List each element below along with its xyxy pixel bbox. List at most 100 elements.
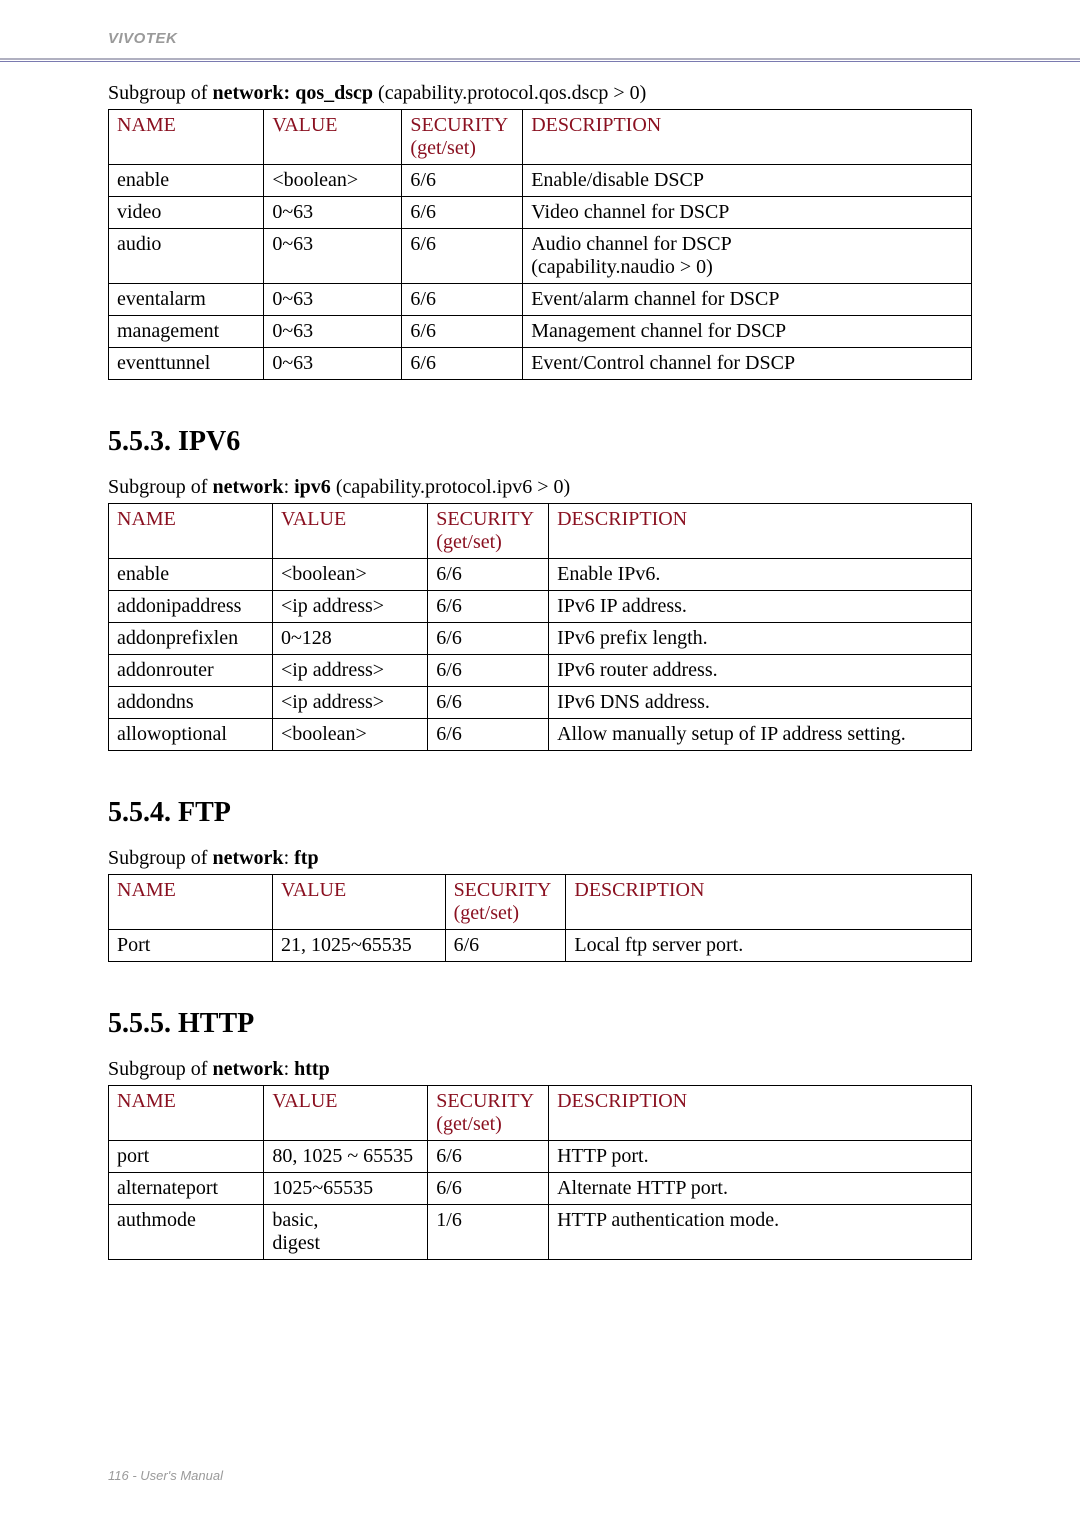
text-bold: network <box>212 476 283 498</box>
page-content: Subgroup of network: qos_dscp (capabilit… <box>0 64 1080 1260</box>
cell-value: <boolean> <box>272 559 427 591</box>
text: SECURITY <box>436 1090 534 1112</box>
cell-description: IPv6 DNS address. <box>549 687 972 719</box>
cell-value: 1025~65535 <box>264 1173 428 1205</box>
cell-value-line2: digest <box>272 1232 419 1255</box>
cell-name: enable <box>109 559 273 591</box>
cell-value: 0~128 <box>272 623 427 655</box>
cell-value: <ip address> <box>272 687 427 719</box>
header-divider <box>0 58 1080 64</box>
cell-name: Port <box>109 930 273 962</box>
cell-name: eventtunnel <box>109 348 264 380</box>
cell-security: 6/6 <box>428 623 549 655</box>
text: : <box>284 476 295 498</box>
table-row: port80, 1025 ~ 655356/6HTTP port. <box>109 1141 972 1173</box>
text-bold: network <box>212 847 283 869</box>
table-row: allowoptional<boolean>6/6Allow manually … <box>109 719 972 751</box>
cell-value: <boolean> <box>264 165 402 197</box>
col-security: SECURITY (get/set) <box>402 110 523 165</box>
cell-security: 6/6 <box>428 687 549 719</box>
cell-description: HTTP port. <box>549 1141 972 1173</box>
cell-value: 21, 1025~65535 <box>272 930 445 962</box>
text: Subgroup of <box>108 1058 212 1080</box>
col-description: DESCRIPTION <box>523 110 972 165</box>
cell-name: alternateport <box>109 1173 264 1205</box>
col-security: SECURITY (get/set) <box>445 875 566 930</box>
col-name: NAME <box>109 1086 264 1141</box>
table-row: Port21, 1025~655356/6Local ftp server po… <box>109 930 972 962</box>
ipv6-subgroup-caption: Subgroup of network: ipv6 (capability.pr… <box>108 476 972 499</box>
cell-value: 0~63 <box>264 197 402 229</box>
ipv6-heading: 5.5.3. IPV6 <box>108 426 972 458</box>
text: Subgroup of <box>108 476 212 498</box>
cell-name: allowoptional <box>109 719 273 751</box>
col-security: SECURITY (get/set) <box>428 504 549 559</box>
cell-name: authmode <box>109 1205 264 1260</box>
cell-value: 0~63 <box>264 229 402 284</box>
table-header-row: NAME VALUE SECURITY (get/set) DESCRIPTIO… <box>109 875 972 930</box>
text-sub: (get/set) <box>436 1113 540 1136</box>
table-row: addonipaddress<ip address>6/6IPv6 IP add… <box>109 591 972 623</box>
ftp-heading: 5.5.4. FTP <box>108 797 972 829</box>
table-row: video0~636/6Video channel for DSCP <box>109 197 972 229</box>
cell-name: eventalarm <box>109 284 264 316</box>
text: Subgroup of <box>108 847 212 869</box>
cell-security: 6/6 <box>428 1141 549 1173</box>
page-footer: 116 - User's Manual <box>0 1468 1080 1483</box>
footer-text: 116 - User's Manual <box>108 1468 223 1483</box>
text: : <box>284 847 295 869</box>
cell-description: Management channel for DSCP <box>523 316 972 348</box>
col-name: NAME <box>109 504 273 559</box>
cell-value: 0~63 <box>264 284 402 316</box>
cell-name: port <box>109 1141 264 1173</box>
text-sub: (get/set) <box>454 902 558 925</box>
cell-value: 0~63 <box>264 348 402 380</box>
cell-security: 6/6 <box>402 284 523 316</box>
cell-description: HTTP authentication mode. <box>549 1205 972 1260</box>
table-row: audio0~636/6Audio channel for DSCP(capab… <box>109 229 972 284</box>
text-bold: http <box>294 1058 330 1080</box>
text: SECURITY <box>410 114 508 136</box>
cell-description: Event/alarm channel for DSCP <box>523 284 972 316</box>
text-sub: (get/set) <box>436 531 540 554</box>
cell-description: Enable/disable DSCP <box>523 165 972 197</box>
table-row: eventalarm0~636/6Event/alarm channel for… <box>109 284 972 316</box>
table-row: management0~636/6Management channel for … <box>109 316 972 348</box>
table-header-row: NAME VALUE SECURITY (get/set) DESCRIPTIO… <box>109 504 972 559</box>
qos-subgroup-caption: Subgroup of network: qos_dscp (capabilit… <box>108 82 972 105</box>
page-header: VIVOTEK <box>0 0 1080 58</box>
table-row: eventtunnel0~636/6Event/Control channel … <box>109 348 972 380</box>
col-description: DESCRIPTION <box>549 1086 972 1141</box>
http-subgroup-caption: Subgroup of network: http <box>108 1058 972 1081</box>
cell-value: <boolean> <box>272 719 427 751</box>
cell-security: 6/6 <box>445 930 566 962</box>
qos-dscp-table: NAME VALUE SECURITY (get/set) DESCRIPTIO… <box>108 109 972 380</box>
cell-security: 6/6 <box>428 655 549 687</box>
col-value: VALUE <box>272 504 427 559</box>
cell-name: video <box>109 197 264 229</box>
cell-value: 0~63 <box>264 316 402 348</box>
cell-description-line2: (capability.naudio > 0) <box>531 256 963 279</box>
cell-description: Alternate HTTP port. <box>549 1173 972 1205</box>
col-name: NAME <box>109 875 273 930</box>
cell-description: IPv6 router address. <box>549 655 972 687</box>
col-security: SECURITY (get/set) <box>428 1086 549 1141</box>
ftp-subgroup-caption: Subgroup of network: ftp <box>108 847 972 870</box>
table-header-row: NAME VALUE SECURITY (get/set) DESCRIPTIO… <box>109 1086 972 1141</box>
brand-label: VIVOTEK <box>108 30 177 47</box>
text-bold: network: qos_dscp <box>212 82 373 104</box>
text-bold: ftp <box>294 847 318 869</box>
cell-description: Allow manually setup of IP address setti… <box>549 719 972 751</box>
cell-value: 80, 1025 ~ 65535 <box>264 1141 428 1173</box>
cell-security: 6/6 <box>402 229 523 284</box>
col-value: VALUE <box>264 1086 428 1141</box>
ftp-table: NAME VALUE SECURITY (get/set) DESCRIPTIO… <box>108 874 972 962</box>
cell-name: addondns <box>109 687 273 719</box>
text: SECURITY <box>454 879 552 901</box>
cell-security: 1/6 <box>428 1205 549 1260</box>
col-description: DESCRIPTION <box>566 875 972 930</box>
http-heading: 5.5.5. HTTP <box>108 1008 972 1040</box>
table-row: alternateport1025~655356/6Alternate HTTP… <box>109 1173 972 1205</box>
cell-value: basic,digest <box>264 1205 428 1260</box>
table-row: addonrouter<ip address>6/6IPv6 router ad… <box>109 655 972 687</box>
